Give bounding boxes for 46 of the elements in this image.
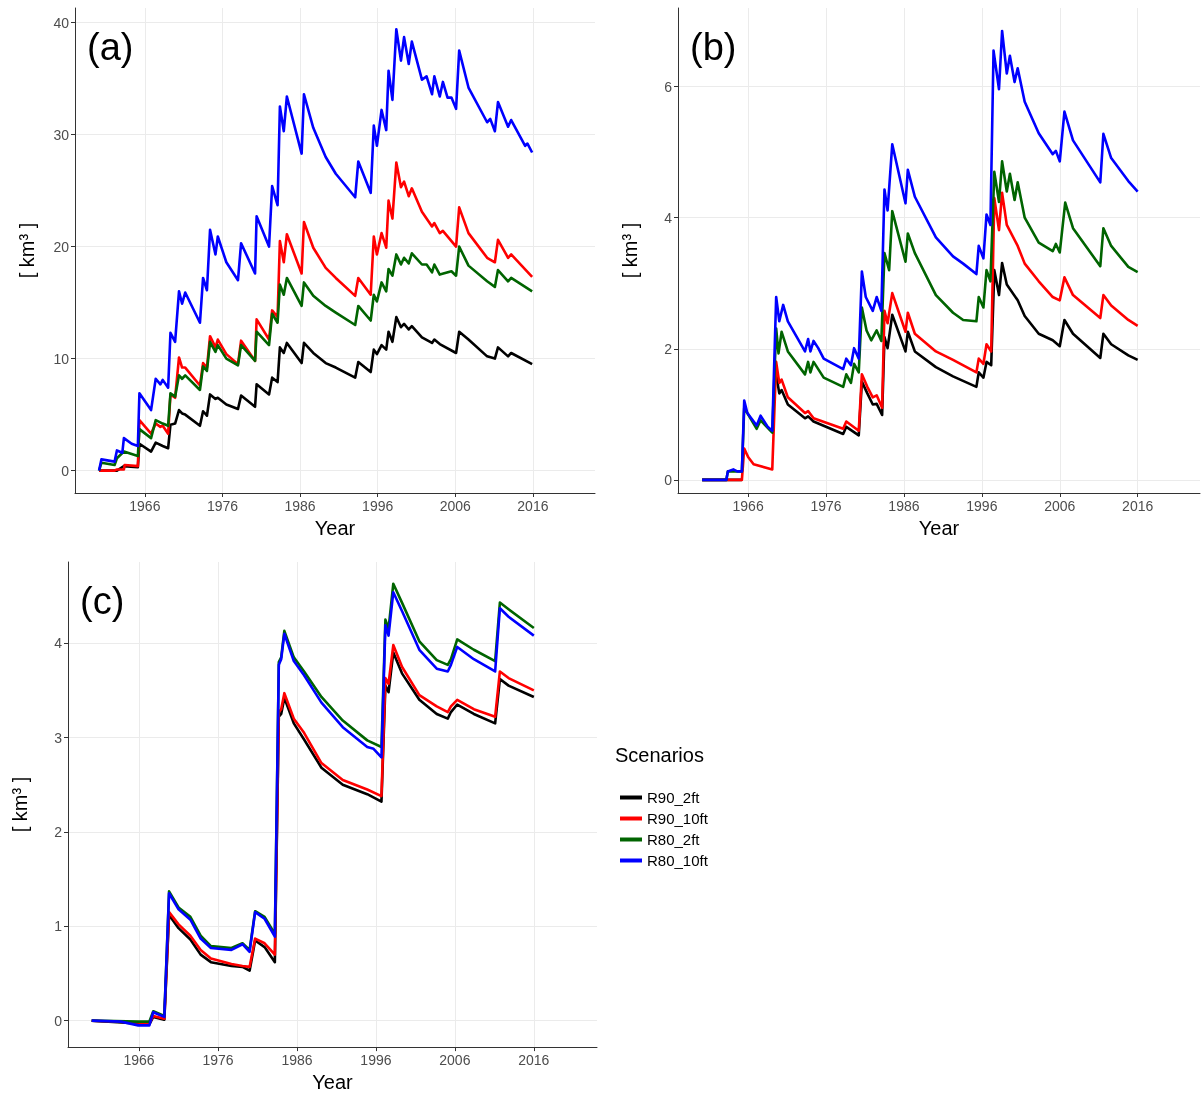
x-tick-label: 1966 <box>123 1052 155 1069</box>
y-tick-label: 2 <box>54 823 63 840</box>
annotation: (a) <box>87 26 134 68</box>
y-tick-label: 40 <box>53 14 70 31</box>
y-axis-title: [ km³ ] <box>619 222 641 279</box>
y-tick-label: 30 <box>53 126 70 143</box>
y-tick-label: 2 <box>664 340 673 357</box>
y-axis-title: [ km³ ] <box>9 776 31 833</box>
y-tick-label: 0 <box>61 462 70 479</box>
y-tick-label: 1 <box>54 918 63 935</box>
x-tick-label: 1976 <box>810 498 842 514</box>
x-tick-label: 1976 <box>206 498 239 514</box>
x-tick-label: 1966 <box>129 498 161 514</box>
y-tick-label: 4 <box>664 209 673 226</box>
x-axis-title: Year <box>314 516 356 539</box>
x-tick-label: 2006 <box>439 498 472 514</box>
y-tick-label: 3 <box>54 729 63 746</box>
x-tick-label: 2016 <box>518 1052 550 1069</box>
legend-label: R80_10ft <box>647 852 709 869</box>
x-axis-title: Year <box>918 516 960 539</box>
y-tick-label: 0 <box>664 471 673 488</box>
x-tick-label: 1976 <box>202 1052 234 1069</box>
y-axis-title: [ km³ ] <box>16 222 38 279</box>
x-axis-title: Year <box>312 1071 354 1093</box>
annotation: (c) <box>80 580 125 622</box>
y-tick-label: 10 <box>53 350 70 367</box>
y-tick-label: 20 <box>53 238 70 255</box>
x-tick-label: 2006 <box>439 1052 471 1069</box>
x-tick-label: 1986 <box>284 498 316 514</box>
x-tick-label: 1996 <box>966 498 998 514</box>
x-tick-label: 1996 <box>362 498 394 514</box>
x-tick-label: 1986 <box>888 498 920 514</box>
legend-title: Scenarios <box>615 744 704 766</box>
x-tick-label: 2016 <box>1122 498 1154 514</box>
x-tick-label: 2006 <box>1044 498 1076 514</box>
y-tick-label: 0 <box>54 1012 63 1029</box>
y-tick-label: 4 <box>54 635 63 652</box>
x-tick-label: 1996 <box>360 1052 392 1069</box>
annotation: (b) <box>690 26 737 68</box>
legend-label: R90_10ft <box>647 810 709 827</box>
legend-label: R90_2ft <box>647 789 701 806</box>
legend-label: R80_2ft <box>647 831 701 848</box>
x-tick-label: 2016 <box>517 498 549 514</box>
x-tick-label: 1966 <box>732 498 764 514</box>
x-tick-label: 1986 <box>281 1052 313 1069</box>
y-tick-label: 6 <box>664 78 673 95</box>
